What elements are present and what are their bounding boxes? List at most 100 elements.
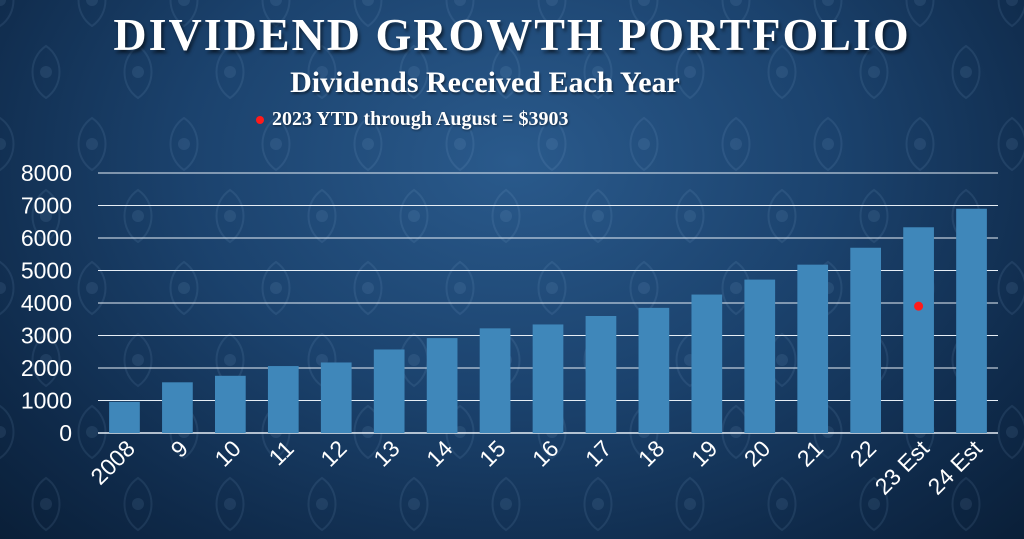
pattern-motif [169,116,199,172]
pattern-motif [905,116,935,172]
pattern-motif [0,260,15,316]
pattern-motif [123,44,153,100]
x-tick-label: 12 [315,435,351,471]
pattern-motif [0,0,15,28]
pattern-motif [859,44,889,100]
pattern-motif [31,332,61,388]
pattern-motif [0,116,15,172]
pattern-motif [905,0,935,28]
pattern-motif [997,0,1024,28]
bars [109,208,987,433]
pattern-motif [307,476,337,532]
red-dot-icon [256,115,264,124]
pattern-motif [261,260,291,316]
pattern-motif [675,188,705,244]
pattern-motif [445,0,475,28]
x-tick-label: 21 [792,435,828,471]
pattern-motif [721,116,751,172]
pattern-motif [123,476,153,532]
pattern-motif [353,0,383,28]
bar [532,324,564,433]
bar [585,316,617,433]
x-tick-label: 16 [527,435,563,471]
pattern-motif [491,188,521,244]
pattern-motif [399,188,429,244]
bar [797,264,829,433]
bar [903,227,934,433]
pattern-motif [307,44,337,100]
x-tick-label: 11 [264,435,299,470]
pattern-motif [215,476,245,532]
bar [162,382,193,433]
chart-subtitle: Dividends Received Each Year [290,66,680,99]
y-tick-label: 5000 [21,258,72,284]
y-tick-label: 7000 [21,193,72,219]
pattern-motif [261,0,291,28]
x-tick-label: 20 [739,435,775,471]
y-tick-label: 3000 [21,323,72,349]
pattern-motif [215,188,245,244]
pattern-motif [123,188,153,244]
y-tick-label: 4000 [21,290,72,316]
ytd-note: 2023 YTD through August = $3903 [256,108,568,131]
pattern-motif [767,476,797,532]
x-tick-label: 15 [474,435,510,471]
x-tick-label: 22 [845,435,881,471]
bar [109,401,140,433]
pattern-motif [767,44,797,100]
y-tick-label: 6000 [21,225,72,251]
pattern-motif [813,0,843,28]
pattern-motif [629,116,659,172]
pattern-motif [859,188,889,244]
pattern-motif [583,188,613,244]
x-tick-label: 14 [421,435,458,472]
pattern-motif [77,260,107,316]
ytd-note-text: 2023 YTD through August = $3903 [272,108,569,130]
bar [956,208,987,433]
bar [215,375,246,433]
pattern-motif [261,116,291,172]
pattern-motif [951,44,981,100]
pattern-motif [169,260,199,316]
pattern-motif [399,44,429,100]
pattern-motif [0,404,15,460]
pattern-motif [215,44,245,100]
x-tick-label: 13 [368,435,404,471]
pattern-motif [537,116,567,172]
pattern-motif [583,476,613,532]
page-title: DIVIDEND GROWTH PORTFOLIO [113,9,911,60]
pattern-motif [31,44,61,100]
pattern-motif [675,44,705,100]
bar [320,362,352,433]
pattern-motif [491,476,521,532]
pattern-motif [31,188,61,244]
pattern-motif [721,260,751,316]
x-tick-label: 24 Est [923,435,988,500]
x-tick-label: 18 [633,435,669,471]
x-tick-label: 10 [209,435,245,471]
pattern-motif [997,116,1024,172]
pattern-motif [77,116,107,172]
bar [638,307,670,433]
bar [267,366,299,433]
pattern-motif [997,404,1024,460]
x-tick-label: 23 Est [870,435,935,500]
ytd-marker-point [914,301,924,311]
pattern-motif [951,476,981,532]
pattern-motif [813,116,843,172]
pattern-motif [77,0,107,28]
x-tick-label: 17 [580,435,616,471]
pattern-motif [169,0,199,28]
pattern-motif [445,260,475,316]
pattern-motif [31,476,61,532]
pattern-motif [307,188,337,244]
bar [691,294,723,433]
pattern-motif [721,0,751,28]
bar [373,349,405,433]
annotation-markers [914,301,924,311]
pattern-motif [353,116,383,172]
pattern-motif [537,260,567,316]
